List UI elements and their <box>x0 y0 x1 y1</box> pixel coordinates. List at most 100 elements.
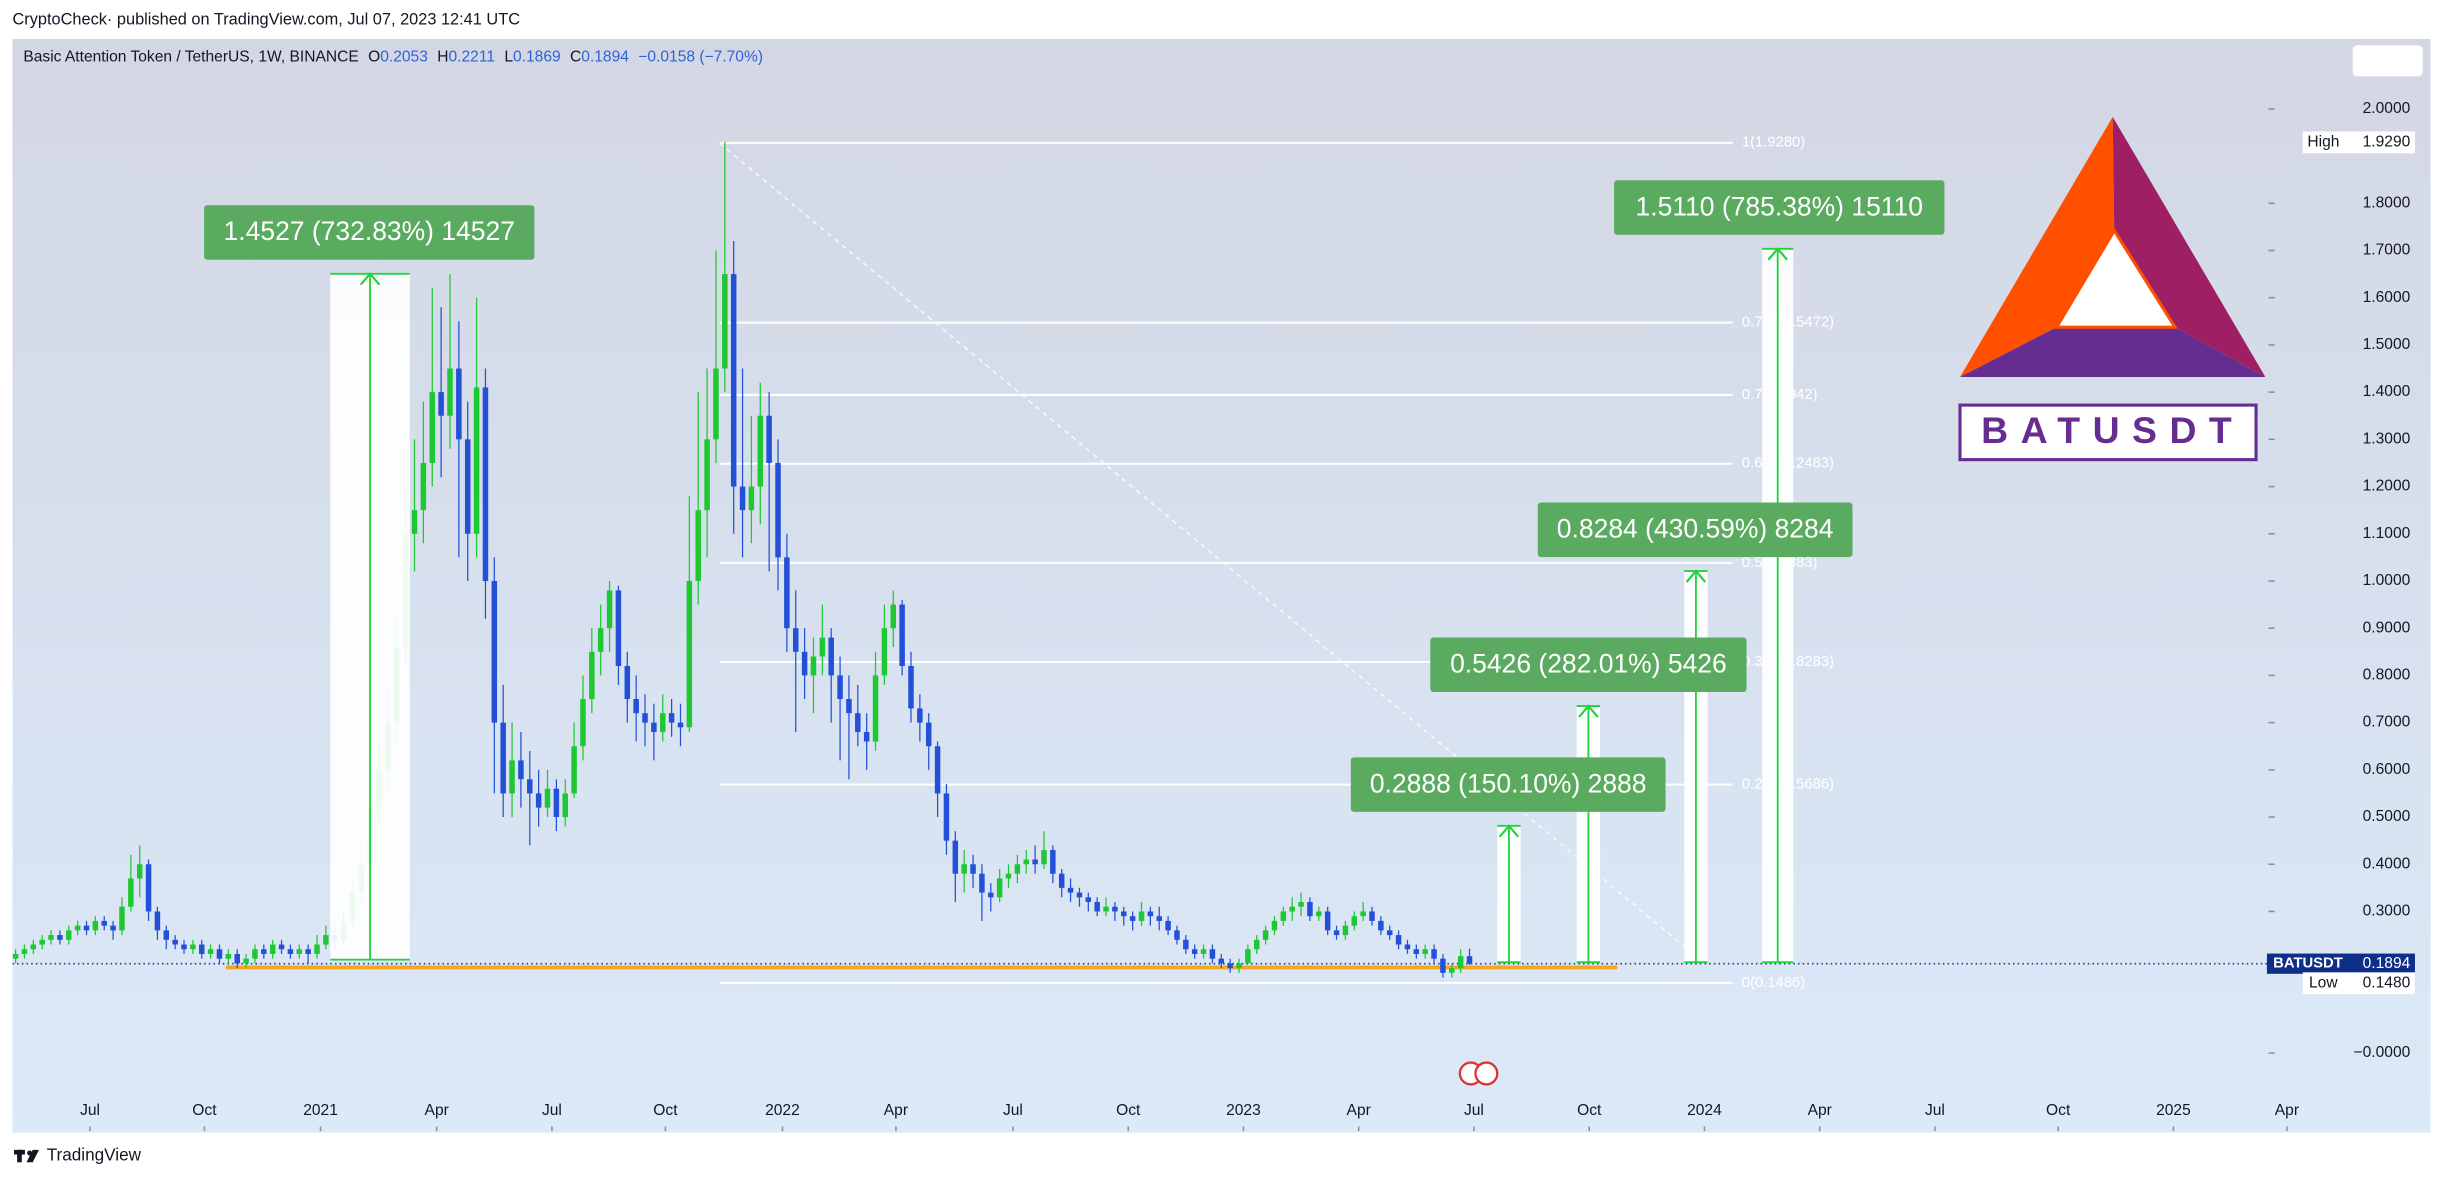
candle-body <box>199 944 205 954</box>
x-tick-label: 2025 <box>2156 1102 2191 1119</box>
legend-open: 0.2053 <box>380 49 428 66</box>
last-symbol: BATUSDT <box>2273 956 2343 972</box>
candle-body <box>172 939 178 945</box>
candle-body <box>713 368 719 440</box>
candle-body <box>872 675 879 742</box>
measure-label: 0.2888 (150.10%) 2888 <box>1370 768 1647 798</box>
candle-body <box>30 944 37 950</box>
candle-body <box>1466 956 1473 964</box>
candle-body <box>1147 911 1154 917</box>
candle-body <box>296 949 303 954</box>
candle-body <box>1253 939 1260 950</box>
high-badge <box>2302 131 2415 154</box>
candle-body <box>1121 911 1127 917</box>
candle-body <box>1014 864 1021 874</box>
candle-body <box>677 722 684 728</box>
logo-center <box>2053 227 2178 329</box>
legend-low: 0.1869 <box>513 49 561 66</box>
candle-body <box>597 628 604 652</box>
fib-trend-line <box>719 142 1699 959</box>
candle-body <box>1174 930 1180 940</box>
candle-body <box>757 415 764 487</box>
candle-body <box>190 944 196 950</box>
candle-body <box>1262 930 1269 940</box>
candle-body <box>722 274 728 369</box>
candle-body <box>323 935 329 945</box>
candle-body <box>828 637 834 676</box>
candle-body <box>739 486 746 511</box>
symbol-legend: Basic Attention Token / TetherUS, 1W, BI… <box>23 49 763 66</box>
x-tick-label: Jul <box>80 1102 100 1119</box>
candle-body <box>110 925 116 931</box>
candle-body <box>1351 916 1358 926</box>
legend-close: 0.1894 <box>581 49 629 66</box>
candle-body <box>83 925 90 931</box>
measure-label: 1.4527 (732.83%) 14527 <box>224 216 515 246</box>
candle-body <box>996 878 1003 898</box>
logo-box <box>1958 403 2258 462</box>
high-label: High <box>2307 133 2339 150</box>
candle-body <box>518 760 524 780</box>
candle-body <box>1422 949 1428 954</box>
x-tick-label: Jul <box>1003 1102 1023 1119</box>
y-tick-label: 0.9000 <box>2363 619 2411 636</box>
candle-body <box>970 864 976 874</box>
low-badge <box>2302 972 2415 995</box>
legend-c: C <box>570 49 581 66</box>
candle-body <box>314 944 320 954</box>
toolbar-button[interactable] <box>2352 45 2423 77</box>
legend-h: H <box>437 49 448 66</box>
candle-body <box>1227 963 1233 969</box>
candle-body <box>660 713 666 733</box>
candle-body <box>615 590 622 666</box>
candle-body <box>1191 949 1198 954</box>
fib-label: 1(1.9280) <box>1742 135 1805 151</box>
candle-body <box>1156 916 1162 921</box>
candle-body <box>1085 897 1092 903</box>
candle-body <box>633 699 639 714</box>
candle-body <box>1333 930 1340 936</box>
x-tick-label: 2023 <box>1226 1102 1261 1119</box>
candle-body <box>429 392 436 463</box>
x-tick-label: Apr <box>1808 1102 1832 1119</box>
y-tick-label: 1.5000 <box>2363 336 2411 353</box>
candle-body <box>562 793 568 818</box>
candle-body <box>1386 930 1393 936</box>
candle-body <box>225 953 232 959</box>
candle-body <box>801 651 808 676</box>
candle-body <box>482 387 489 581</box>
y-tick-label: 1.7000 <box>2363 242 2411 259</box>
candle-body <box>74 925 81 931</box>
candle-body <box>145 864 152 912</box>
candle-body <box>464 439 471 534</box>
candle-body <box>1298 902 1304 907</box>
fib-label: 0(0.1486) <box>1742 975 1805 991</box>
candle-body <box>92 920 99 931</box>
candle-body <box>925 722 932 747</box>
x-tick-label: Jul <box>1464 1102 1484 1119</box>
measure-box <box>1614 180 1945 235</box>
y-tick-label: 2.0000 <box>2363 100 2411 117</box>
high-value: 1.9290 <box>2363 133 2411 150</box>
x-tick-label: Apr <box>884 1102 908 1119</box>
candle-body <box>1316 911 1322 917</box>
candle-body <box>766 415 772 463</box>
candle-body <box>527 779 533 794</box>
candle-body <box>136 864 143 879</box>
candle-body <box>1041 850 1047 865</box>
candle-body <box>252 949 258 959</box>
candle-body <box>1138 911 1145 921</box>
tv-logo <box>14 1149 39 1163</box>
candle-body <box>988 892 994 898</box>
candle-body <box>119 906 125 931</box>
y-tick-label: 1.2000 <box>2363 478 2411 495</box>
candle-body <box>730 274 737 487</box>
candle-body <box>979 873 985 893</box>
legend-l: L <box>504 49 513 66</box>
candle-body <box>1404 944 1411 950</box>
logo-right <box>2112 116 2266 378</box>
y-tick-label: 1.8000 <box>2363 194 2411 211</box>
legend-high: 0.2211 <box>449 49 496 66</box>
y-tick-label: 0.4000 <box>2363 855 2411 872</box>
